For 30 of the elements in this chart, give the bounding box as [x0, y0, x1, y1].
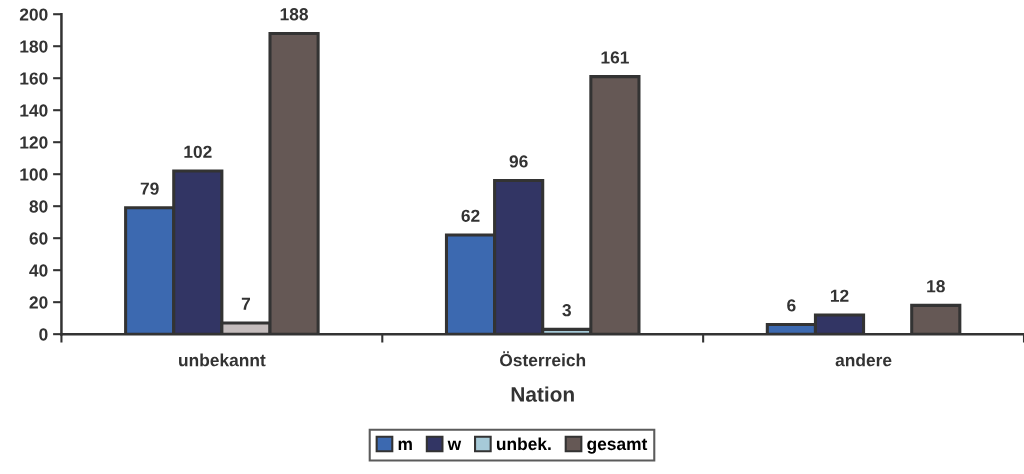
y-tick-label: 20 — [29, 296, 48, 309]
x-axis-title: Nation — [511, 386, 574, 402]
data-label: 161 — [601, 51, 629, 64]
legend-label: m — [398, 440, 412, 450]
legend-label: gesamt — [587, 438, 648, 454]
y-tick-label: 100 — [20, 168, 48, 181]
data-label: 96 — [509, 155, 528, 168]
x-tick-label: andere — [835, 353, 892, 367]
y-tick-label: 160 — [20, 72, 48, 85]
data-label: 18 — [927, 280, 945, 293]
y-tick-label: 0 — [39, 328, 48, 341]
data-label: 79 — [140, 182, 159, 195]
y-tick-label: 80 — [29, 200, 48, 213]
data-label: 188 — [280, 8, 309, 21]
data-label: 62 — [461, 209, 480, 222]
y-tick-label: 140 — [20, 104, 48, 117]
data-label: 3 — [562, 304, 571, 317]
y-tick-label: 180 — [20, 40, 48, 53]
data-label: 12 — [830, 289, 849, 302]
y-tick-label: 120 — [20, 136, 48, 149]
y-tick-label: 40 — [29, 264, 48, 277]
data-label: 6 — [787, 299, 796, 312]
legend-label: w — [447, 440, 462, 450]
x-tick-label: unbekannt — [179, 353, 266, 367]
legend-label: unbek. — [496, 437, 551, 451]
y-tick-label: 60 — [29, 232, 48, 245]
data-label: 7 — [241, 297, 250, 310]
y-tick-label: 200 — [19, 8, 48, 21]
data-label: 102 — [184, 145, 212, 158]
x-tick-label: Österreich — [500, 351, 586, 367]
